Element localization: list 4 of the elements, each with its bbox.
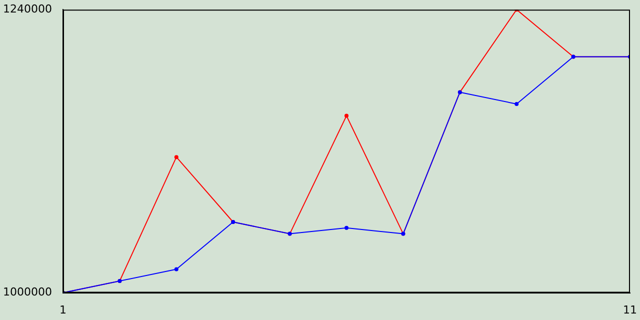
x-tick-label: 1 <box>59 303 66 316</box>
y-tick-label: 1000000 <box>2 286 52 299</box>
x-tick-label: 11 <box>623 303 637 316</box>
y-tick-label: 1240000 <box>2 2 52 16</box>
